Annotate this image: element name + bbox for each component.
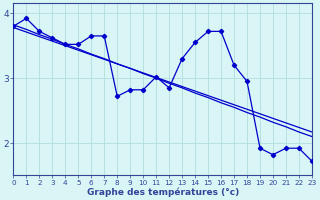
X-axis label: Graphe des températures (°c): Graphe des températures (°c) — [86, 187, 239, 197]
